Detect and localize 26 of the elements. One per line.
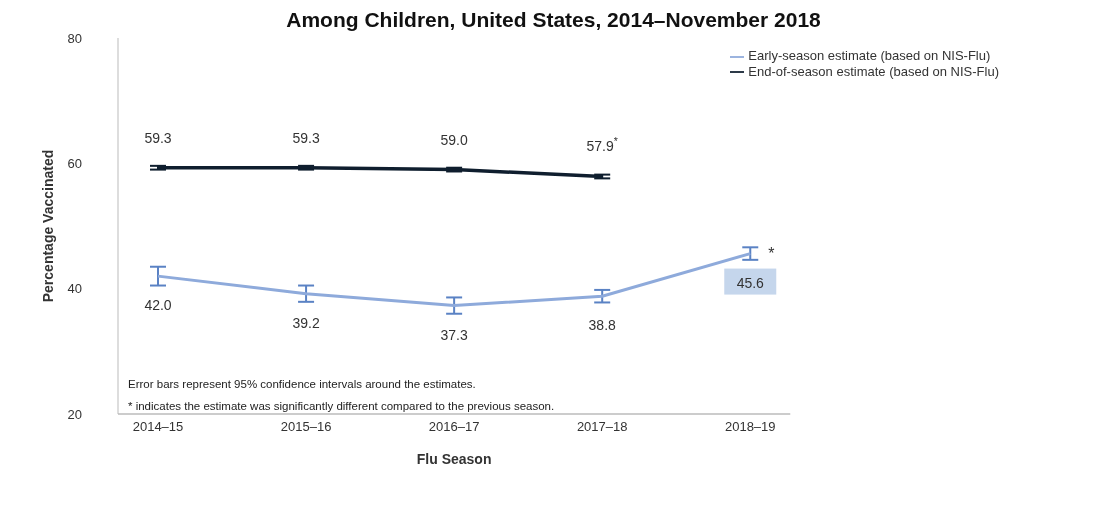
- data-label: 59.3: [292, 129, 320, 146]
- data-label: 59.3: [144, 129, 172, 146]
- x-tick-label: 2014–15: [132, 419, 184, 435]
- data-label: 39.2: [292, 314, 320, 331]
- annotation: * indicates the estimate was significantly different compared to the previous season.: [128, 399, 555, 414]
- x-tick-label: 2015–16: [280, 419, 332, 435]
- y-tick-label: 60: [67, 155, 82, 171]
- y-tick-label: 20: [67, 406, 82, 422]
- data-label: 57.9$^{*}$: [586, 135, 618, 155]
- legend-label: End-of-season estimate (based on NIS-Flu): [748, 63, 999, 79]
- annotation: Error bars represent 95% confidence intervals around the estimates.: [128, 377, 477, 392]
- annotation: *: [768, 245, 775, 263]
- data-label: 38.8: [588, 317, 617, 334]
- x-tick-label: 2016–17: [428, 419, 480, 435]
- y-tick-label: 40: [67, 281, 82, 297]
- data-label: 42.0: [144, 297, 172, 314]
- x-tick-label: 2018–19: [724, 419, 776, 435]
- data-label: 59.0: [440, 131, 468, 148]
- chart-title: Among Children, United States, 2014–November 2018: [285, 8, 822, 32]
- x-axis-title: Flu Season: [416, 451, 492, 467]
- legend-label: Early-season estimate (based on NIS-Flu): [748, 48, 991, 63]
- y-axis-title: Percentage Vaccinated: [39, 149, 56, 303]
- data-label: 45.6: [736, 274, 765, 291]
- x-tick-label: 2017–18: [576, 419, 628, 435]
- data-label: 37.3: [440, 326, 468, 343]
- y-tick-label: 80: [67, 30, 82, 46]
